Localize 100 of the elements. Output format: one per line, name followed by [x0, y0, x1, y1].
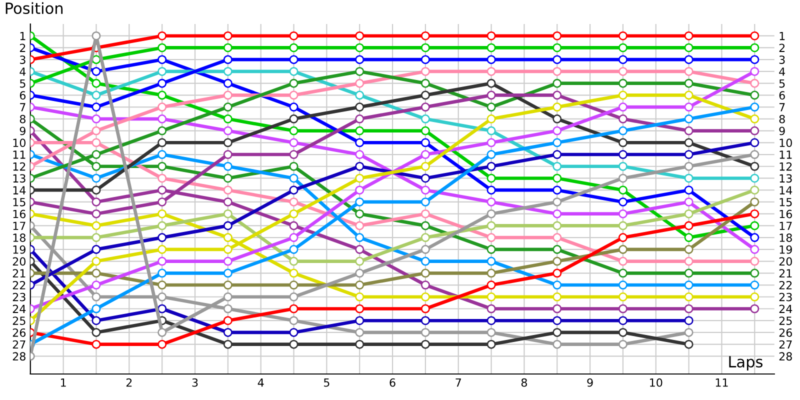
point [684, 78, 694, 88]
point [750, 186, 760, 195]
y-tick-label: 7 [20, 103, 26, 112]
point [486, 174, 496, 183]
point [750, 43, 760, 52]
point [618, 174, 628, 183]
y2-tick-label: 9 [779, 126, 785, 136]
x-tick-label: 7 [456, 378, 461, 387]
point [289, 328, 298, 337]
point [750, 209, 760, 218]
point [223, 268, 232, 278]
point [158, 102, 167, 112]
point [684, 244, 694, 254]
point [355, 138, 364, 148]
point [684, 197, 694, 206]
point [618, 221, 628, 230]
y-tick-label: 8 [20, 114, 26, 124]
point [289, 162, 298, 171]
point [92, 268, 101, 278]
point [289, 31, 298, 40]
point [750, 256, 760, 266]
point [552, 340, 562, 349]
y2-tick-label: 23 [779, 292, 792, 302]
point [618, 55, 628, 64]
y2-tick-label: 16 [780, 210, 792, 218]
point [420, 114, 430, 124]
point [750, 221, 760, 230]
point [684, 316, 694, 326]
point [92, 244, 101, 254]
point [750, 150, 760, 160]
point [223, 292, 232, 302]
point [158, 114, 167, 124]
point [223, 186, 232, 195]
point [223, 126, 232, 136]
point [750, 55, 760, 64]
point [158, 31, 167, 40]
point [684, 43, 694, 52]
point [158, 55, 167, 64]
point [355, 256, 364, 266]
point [420, 197, 430, 206]
point [92, 233, 101, 242]
point [158, 138, 167, 148]
point [289, 174, 298, 183]
point [420, 233, 430, 242]
point [618, 340, 628, 349]
point [223, 31, 232, 40]
point [289, 126, 298, 136]
point [355, 221, 364, 230]
point [223, 304, 232, 314]
y-tick-label: 20 [12, 257, 26, 266]
point [355, 268, 364, 278]
y2-tick-label: 15 [780, 198, 792, 206]
point [420, 43, 430, 52]
point [618, 43, 628, 52]
point [552, 209, 562, 218]
point [750, 197, 760, 206]
y-tick-label: 18 [13, 234, 26, 242]
point [618, 78, 628, 88]
y-tick-label: 11 [13, 150, 26, 159]
point [289, 186, 298, 195]
point [223, 209, 232, 218]
y2-tick-label: 24 [779, 304, 792, 313]
point [750, 78, 760, 88]
point [289, 43, 298, 52]
point [92, 186, 101, 195]
point [289, 292, 298, 302]
point [289, 78, 298, 88]
point [158, 304, 167, 314]
point [684, 150, 694, 160]
point [158, 292, 167, 302]
point [355, 78, 364, 88]
point [158, 66, 167, 76]
point [750, 292, 760, 302]
point [552, 233, 562, 242]
point [223, 43, 232, 52]
point [223, 102, 232, 112]
point [223, 221, 232, 230]
point [92, 90, 101, 100]
point [420, 55, 430, 64]
point [420, 162, 430, 171]
y2-tick-label: 21 [779, 269, 792, 278]
point [618, 209, 628, 218]
y2-tick-label: 13 [780, 174, 792, 183]
point [223, 90, 232, 100]
point [420, 102, 430, 112]
point [486, 31, 496, 40]
point [223, 316, 232, 326]
x-tick-label: 3 [192, 378, 198, 387]
point [552, 186, 562, 195]
point [486, 102, 496, 112]
y-tick-label: 15 [13, 198, 26, 206]
point [92, 138, 101, 148]
point [684, 55, 694, 64]
point [618, 292, 628, 302]
y2-tick-label: 25 [779, 316, 792, 325]
point [552, 304, 562, 314]
point [552, 126, 562, 136]
point [158, 340, 167, 349]
point [618, 186, 628, 195]
point [158, 244, 167, 254]
